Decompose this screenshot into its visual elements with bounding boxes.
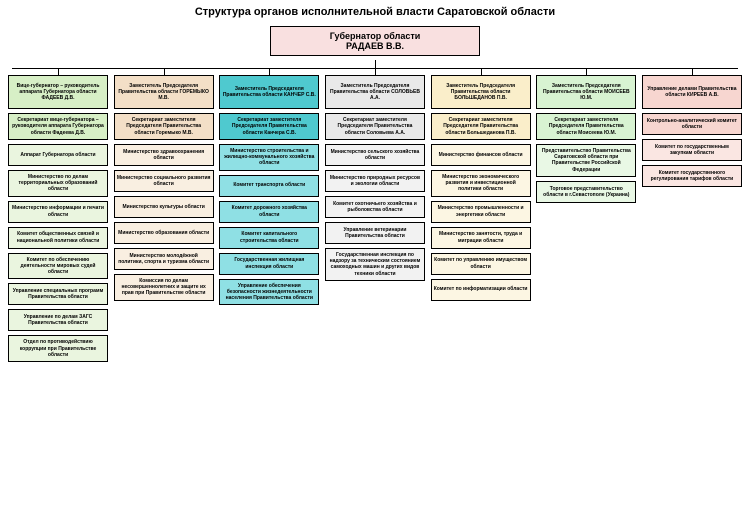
column-head-box: Заместитель Председателя Правительства о… (219, 75, 319, 109)
org-box: Секретариат заместителя Председателя Пра… (536, 113, 636, 140)
connector-root (375, 60, 746, 68)
column-head-box: Вице-губернатор – руководитель аппарата … (8, 75, 108, 109)
column-head-box: Заместитель Председателя Правительства о… (325, 75, 425, 109)
org-box: Управление по делам ЗАГС Правительства о… (8, 309, 108, 331)
org-box: Контрольно-аналитический комитет области (642, 113, 742, 135)
column-head-box: Заместитель Председателя Правительства о… (114, 75, 214, 109)
governor-name: РАДАЕВ В.В. (291, 41, 459, 51)
org-box: Министерство культуры области (114, 196, 214, 218)
column-head-box: Управление делами Правительства области … (642, 75, 742, 109)
column: Заместитель Председателя Правительства о… (114, 75, 214, 362)
org-box: Управление специальных программ Правител… (8, 283, 108, 305)
org-box: Секретариат заместителя Председателя Пра… (325, 113, 425, 140)
page-title: Структура органов исполнительной власти … (4, 6, 746, 18)
governor-title: Губернатор области (291, 31, 459, 41)
org-box: Комитет по государственным закупкам обла… (642, 139, 742, 161)
org-box: Представительство Правительства Саратовс… (536, 144, 636, 177)
org-chart: Структура органов исполнительной власти … (0, 0, 750, 368)
org-box: Министерство здравоохранения области (114, 144, 214, 166)
column: Управление делами Правительства области … (642, 75, 742, 362)
column: Вице-губернатор – руководитель аппарата … (8, 75, 108, 362)
org-box: Аппарат Губернатора области (8, 144, 108, 166)
org-box: Министерство занятости, труда и миграции… (431, 227, 531, 249)
org-box: Министерство природных ресурсов и эколог… (325, 170, 425, 192)
org-box: Министерство социального развития област… (114, 170, 214, 192)
org-box: Управление ветеринарии Правительства обл… (325, 222, 425, 244)
org-box: Торговое представительство области в г.С… (536, 181, 636, 203)
org-box: Министерство сельского хозяйства области (325, 144, 425, 166)
org-box: Министерство образования области (114, 222, 214, 244)
org-box: Комитет дорожного хозяйства области (219, 201, 319, 223)
org-box: Министерство промышленности и энергетики… (431, 201, 531, 223)
org-box: Секретариат заместителя Председателя Пра… (431, 113, 531, 140)
org-box: Министерство экономического развития и и… (431, 170, 531, 197)
org-box: Управление обеспечения безопасности жизн… (219, 279, 319, 306)
org-box: Государственная инспекция по надзору за … (325, 248, 425, 281)
org-box: Комитет по управлению имуществом области (431, 253, 531, 275)
org-box: Секретариат заместителя Председателя Пра… (114, 113, 214, 140)
column-head-box: Заместитель Председателя Правительства о… (536, 75, 636, 109)
column: Заместитель Председателя Правительства о… (219, 75, 319, 362)
org-box: Отдел по противодействию коррупции при П… (8, 335, 108, 362)
org-box: Комитет капитального строительства облас… (219, 227, 319, 249)
column: Заместитель Председателя Правительства о… (431, 75, 531, 362)
org-box: Комитет государственного регулирования т… (642, 165, 742, 187)
org-box: Комитет транспорта области (219, 175, 319, 197)
org-box: Министерство строительства и жилищно-ком… (219, 144, 319, 171)
governor-wrap: Губернатор области РАДАЕВ В.В. (4, 26, 746, 56)
column-head-box: Заместитель Председателя Правительства о… (431, 75, 531, 109)
org-box: Секретариат заместителя Председателя Пра… (219, 113, 319, 140)
org-box: Комитет общественных связей и национальн… (8, 227, 108, 249)
columns: Вице-губернатор – руководитель аппарата … (8, 69, 742, 362)
org-box: Министерство информации и печати области (8, 201, 108, 223)
column: Заместитель Председателя Правительства о… (536, 75, 636, 362)
org-box: Государственная жилищная инспекция облас… (219, 253, 319, 275)
org-box: Комитет по обеспечению деятельности миро… (8, 253, 108, 280)
column: Заместитель Председателя Правительства о… (325, 75, 425, 362)
org-box: Министерство по делам территориальных об… (8, 170, 108, 197)
org-box: Комитет по информатизации области (431, 279, 531, 301)
org-box: Министерство финансов области (431, 144, 531, 166)
org-box: Комитет охотничьего хозяйства и рыболовс… (325, 196, 425, 218)
org-box: Министерство молодёжной политики, спорта… (114, 248, 214, 270)
org-box: Комиссия по делам несовершеннолетних и з… (114, 274, 214, 301)
org-box: Секретариат вице-губернатора – руководит… (8, 113, 108, 140)
governor-box: Губернатор области РАДАЕВ В.В. (270, 26, 480, 56)
